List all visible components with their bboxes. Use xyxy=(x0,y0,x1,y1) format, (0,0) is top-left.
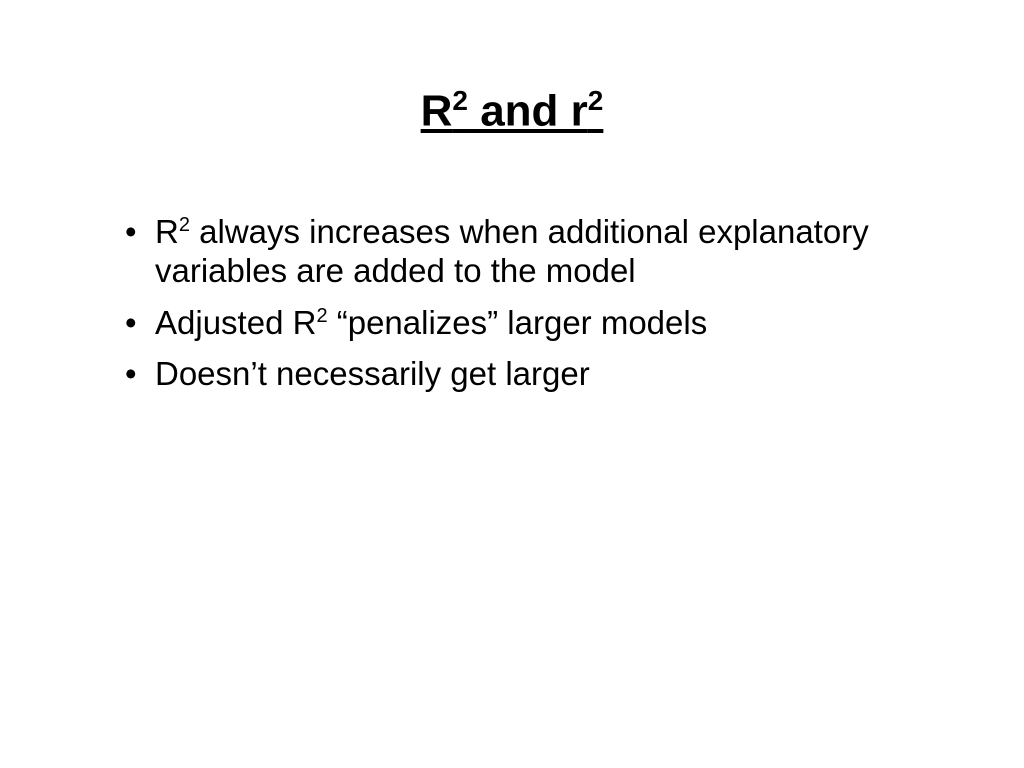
slide-title: R2 and r2 xyxy=(120,85,904,137)
bullet-list: R2 always increases when additional expl… xyxy=(120,212,904,394)
bullet-prefix: Doesn’t necessarily get larger xyxy=(155,355,590,392)
title-sup1: 2 xyxy=(452,85,468,116)
title-mid: and r xyxy=(468,87,588,136)
bullet-rest: “penalizes” larger models xyxy=(328,304,708,341)
bullet-item: Doesn’t necessarily get larger xyxy=(120,354,904,394)
title-sup2: 2 xyxy=(588,85,604,116)
bullet-sup: 2 xyxy=(179,214,190,236)
bullet-sup: 2 xyxy=(316,305,327,327)
bullet-prefix: Adjusted R xyxy=(155,304,316,341)
bullet-item: Adjusted R2 “penalizes” larger models xyxy=(120,303,904,343)
bullet-rest: always increases when additional explana… xyxy=(155,213,869,290)
title-r-upper: R xyxy=(421,87,453,136)
bullet-item: R2 always increases when additional expl… xyxy=(120,212,904,291)
bullet-prefix: R xyxy=(155,213,179,250)
